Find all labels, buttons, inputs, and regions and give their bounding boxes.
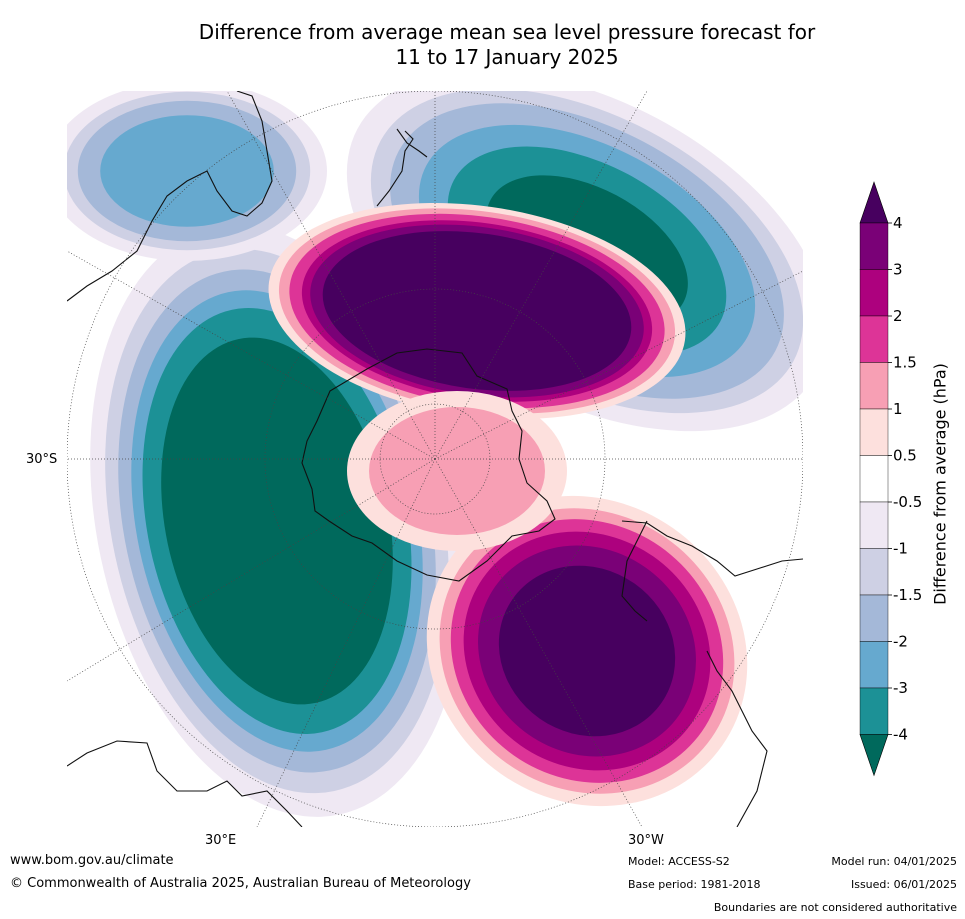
longitude-label-30e: 30°E [205,833,237,848]
latitude-label-30s: 30°S [26,452,58,467]
colorbar-tick-label: 3 [893,261,903,279]
south-america-east-coast [706,650,768,827]
footer-disclaimer: Boundaries are not considered authoritat… [713,901,957,914]
colorbar-tick-label: -0.5 [893,493,922,511]
colorbar-segment [859,501,889,549]
colorbar-segment [859,315,889,363]
colorbar-tick-label: 1.5 [893,354,917,372]
colorbar-segment [859,548,889,596]
antarctic-high-contour [369,407,545,535]
footer-model: Model: ACCESS-S2 [628,855,730,868]
africa-coast [67,740,303,827]
colorbar-extend-bottom [859,734,889,777]
footer-copyright: © Commonwealth of Australia 2025, Austra… [10,876,471,891]
footer-website: www.bom.gov.au/climate [10,853,174,868]
footer-model-run: Model run: 04/01/2025 [831,855,957,868]
meridian-5 [434,458,643,827]
colorbar-segment [859,641,889,689]
colorbar-extend-top [859,181,889,224]
colorbar-tick-label: 1 [893,400,903,418]
colorbar-tick-label: -3 [893,679,908,697]
colorbar-segment [859,594,889,642]
colorbar-segment [859,362,889,410]
title-line-2: 11 to 17 January 2025 [395,45,619,69]
pressure-anomaly-map [67,91,803,827]
title-line-1: Difference from average mean sea level p… [198,20,816,44]
new-zealand-coast [376,128,428,207]
meridian-4 [256,458,436,827]
colorbar-segment [859,408,889,456]
colorbar-segment [859,269,889,317]
coastlines [67,91,803,827]
positive-anomaly-shading [268,202,748,807]
tasman-low-contour [100,115,274,227]
colorbar-tick-label: -1 [893,540,908,558]
south-america-coast [621,520,803,622]
south-atlantic-high-contour [498,565,676,737]
footer-base-period: Base period: 1981-2018 [628,878,761,891]
colorbar-segment [859,222,889,270]
colorbar: 4 3 2 1.5 1 0.5 -0.5 -1 -1.5 -2 -3 -4 [858,180,965,790]
indian-ocean-low-contour [161,337,393,705]
graticule [67,91,803,827]
longitude-label-30w: 30°W [628,833,664,848]
colorbar-segment [859,455,889,503]
australia-coast [67,91,273,302]
graticule-circle-60s [264,288,606,630]
southern-ocean-high-contour [322,231,632,391]
antarctica-coast [301,348,556,582]
colorbar-tick-label: -2 [893,633,908,651]
footer-issued: Issued: 06/01/2025 [850,878,957,891]
colorbar-tick-label: -1.5 [893,586,922,604]
colorbar-tick-label: 0.5 [893,447,917,465]
colorbar-tick-label: -4 [893,726,908,744]
colorbar-tick-label: 2 [893,307,903,325]
colorbar-segment [859,687,889,735]
chart-title: Difference from average mean sea level p… [0,20,965,70]
colorbar-tick-label: 4 [893,214,903,232]
colorbar-title: Difference from average (hPa) [930,363,950,605]
